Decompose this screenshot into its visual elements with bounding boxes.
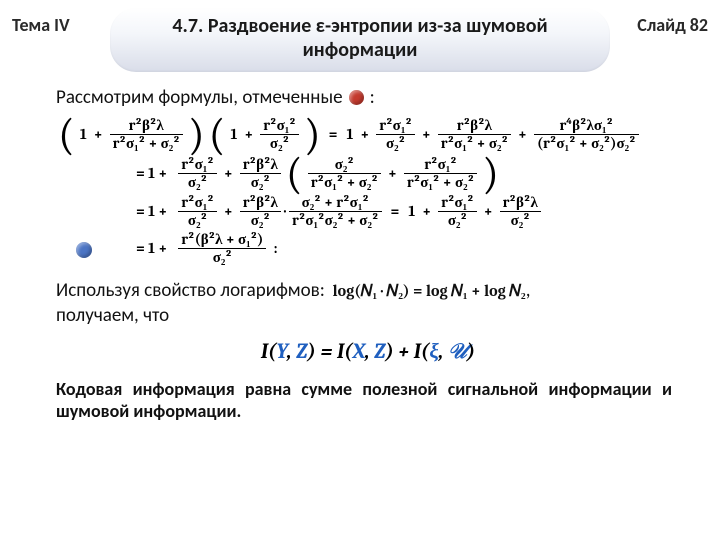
var-Z: Z [296,340,307,364]
op-eq: = [385,204,406,219]
eq-one-plus: = 1 + [136,204,167,219]
slide-title: 4.7. Раздвоение ε-энтропии из-за шумовой… [130,14,590,62]
paren-close: ) [308,340,316,364]
frac-den: σ₂² [178,174,217,190]
formula-row-1: ( 1 + r²β²λr²σ₁² + σ₂² ) ( 1 + r²σ₁²σ₂² … [56,117,680,152]
term-one: 1 [227,127,240,142]
frac-den: r²σ₁²σ₂² + σ₂² [289,212,381,228]
op-plus: + [220,166,237,181]
frac-den: σ₂² [376,135,415,151]
var-Y: Y [276,340,287,364]
eq-one-plus: = 1 + [136,241,167,256]
frac-num: r²β²λ [240,195,281,212]
frac-den: r²σ₁² + σ₂² [308,174,381,190]
colon: : [269,241,277,256]
frac-num: σ₂² [308,157,381,174]
frac-num: r²β²λ [240,157,281,174]
main-information-equation: I(Y, Z) = I(X, Z) + I(ξ, 𝒰) [56,339,680,364]
frac-num: r²σ₁² [260,118,299,135]
op-eq: = [323,127,344,142]
log-property-paragraph: Используя свойство логарифмов: log(𝑁₁ · … [56,279,680,328]
formula-row-3: = 1 + r²σ₁²σ₂² + r²β²λσ₂² · σ₂² + r²σ₁²r… [136,195,680,228]
formula-derivation: ( 1 + r²β²λr²σ₁² + σ₂² ) ( 1 + r²σ₁²σ₂² … [56,117,680,265]
formula-row-2: = 1 + r²σ₁²σ₂² + r²β²λσ₂² ( σ₂²r²σ₁² + σ… [136,156,680,191]
op-plus: + [90,127,107,142]
var-Z: Z [374,340,385,364]
var-xi: ξ [429,340,438,364]
frac-den: (r²σ₁² + σ₂²)σ₂² [534,135,639,151]
paren-close: ) [467,340,475,364]
op-plus: + [220,204,237,219]
frac-num: r²β²λ [438,118,511,135]
frac-den: σ₂² [500,212,541,228]
paren-close: ) [385,340,393,364]
title-bubble: 4.7. Раздвоение ε-энтропии из-за шумовой… [110,8,610,72]
frac-den: σ₂² [240,174,281,190]
red-dot-icon [349,90,364,105]
comma: , [365,340,374,364]
frac-den: r²σ₁² + σ₂² [438,135,511,151]
var-X: X [353,340,365,364]
frac-num: r²β²λ [110,118,183,135]
frac-num: r²σ₁² [178,195,217,212]
formula-row-4: = 1 + r²(β²λ + σ₁²)σ₂² : [136,232,680,265]
paren-open: ( [344,340,352,364]
conclusion-text: Кодовая информация равна сумме полезной … [56,378,680,423]
frac-den: σ₂² [240,212,281,228]
op-eq: = [316,340,337,364]
comma: , [287,340,296,364]
var-U: 𝒰 [448,340,467,364]
comma: , [439,340,448,364]
frac-den: σ₂² [438,212,477,228]
op-plus: + [384,166,401,181]
op-plus: + [394,340,414,364]
frac-num: r²(β²λ + σ₁²) [178,232,266,249]
op-plus: + [418,127,435,142]
frac-num: r²σ₁² [404,157,477,174]
frac-den: r²σ₁² + σ₂² [404,174,477,190]
frac-num: σ₂² + r²σ₁² [289,195,381,212]
term-one: 1 [77,127,90,142]
frac-num: r²β²λ [500,195,541,212]
term-one: 1 [344,127,357,142]
var-I: I [261,340,268,364]
slide-number: Слайд 82 [618,8,708,36]
log-property-prefix: Используя свойство логарифмов: [56,279,325,302]
obtain-text: получаем, что [56,304,169,327]
frac-num: r²σ₁² [376,118,415,135]
comma: , [526,279,531,302]
intro-text-suffix: : [370,86,375,109]
theme-label: Тема IV [12,8,102,36]
frac-num: r²σ₁² [178,157,217,174]
op-plus: + [480,204,497,219]
log-expression: log(𝑁₁ · 𝑁₂) = log 𝑁₁ + log 𝑁₂ [329,282,526,300]
op-plus: + [240,127,257,142]
op-plus: + [356,127,373,142]
frac-den: σ₂² [178,249,266,265]
frac-num: r²σ₁² [438,195,477,212]
frac-den: r²σ₁² + σ₂² [110,135,183,151]
intro-text-prefix: Рассмотрим формулы, отмеченные [56,86,343,109]
op-plus: + [418,204,435,219]
intro-paragraph: Рассмотрим формулы, отмеченные : [56,86,680,109]
eq-one-plus: = 1 + [136,166,167,181]
term-one: 1 [405,204,418,219]
frac-num: r⁴β²λσ₁² [534,118,639,135]
blue-dot-icon [76,242,92,258]
var-I: I [414,340,421,364]
frac-den: σ₂² [178,212,217,228]
op-plus: + [514,127,531,142]
